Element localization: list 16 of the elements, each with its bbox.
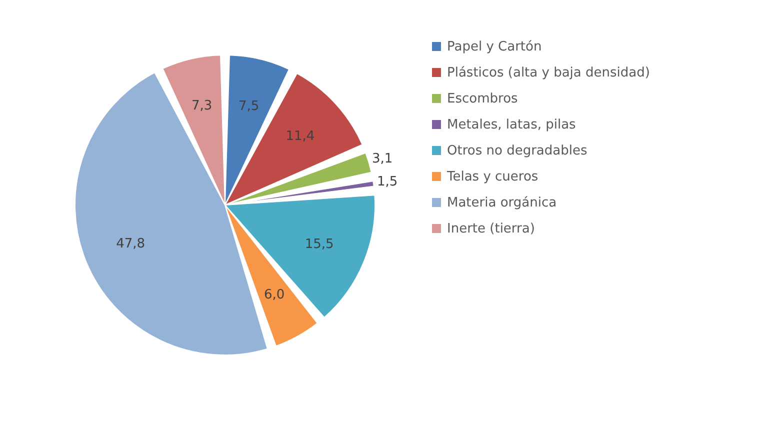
legend-label: Otros no degradables [447,144,588,158]
data-label: 15,5 [304,236,334,252]
data-label: 6,0 [264,287,285,302]
legend-label: Materia orgánica [447,196,557,210]
legend-label: Plásticos (alta y baja densidad) [447,66,650,80]
data-label: 7,5 [238,98,260,114]
data-label: 11,4 [286,129,315,144]
data-label: 7,3 [191,98,212,114]
data-label: 47,8 [116,236,146,252]
legend-label: Escombros [447,92,518,106]
legend-label: Inerte (tierra) [447,222,535,236]
data-label: 3,1 [372,152,393,167]
legend-label: Metales, latas, pilas [447,118,576,132]
data-label: 1,5 [376,174,398,190]
legend-label: Telas y cueros [446,170,538,184]
legend-label: Papel y Cartón [447,40,542,54]
